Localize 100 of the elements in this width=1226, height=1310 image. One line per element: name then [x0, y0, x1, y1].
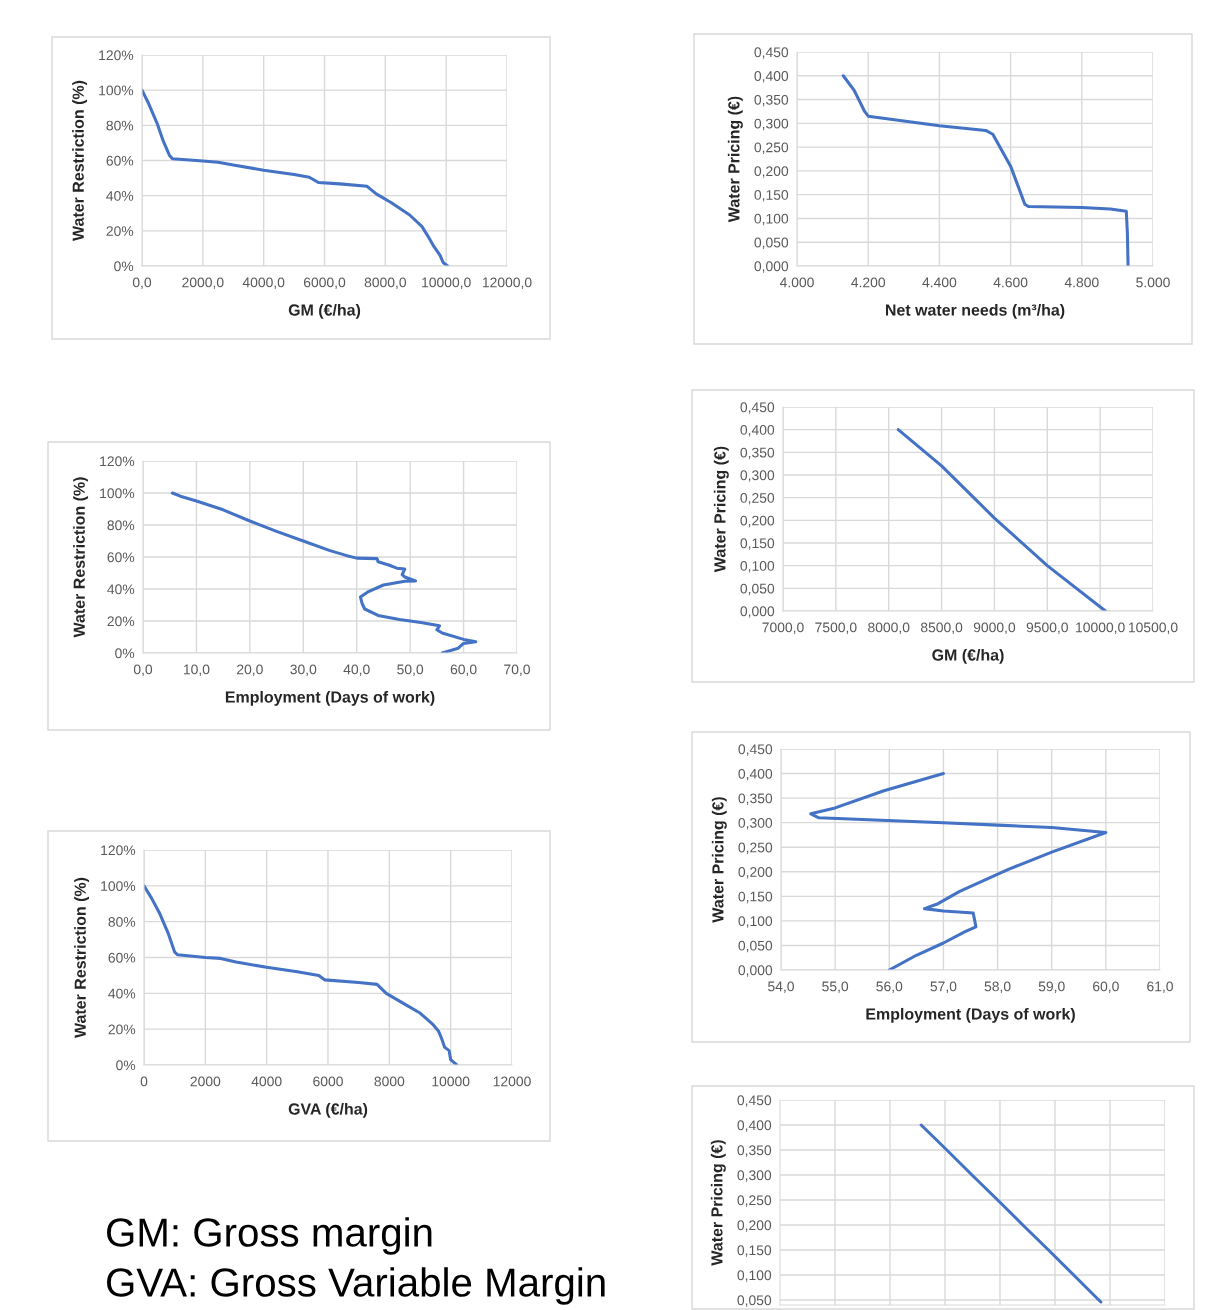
x-tick-label: 8500,0 — [920, 622, 963, 634]
x-tick-label: 9500,0 — [1026, 622, 1068, 634]
x-axis-title: Employment (Days of work) — [225, 690, 435, 706]
x-tick-label: 4.000 — [779, 277, 814, 288]
x-axis-title: GM (€/ha) — [932, 648, 1004, 664]
y-tick-label: 0,100 — [737, 1270, 772, 1282]
y-tick-label: 0,250 — [737, 1195, 772, 1207]
x-tick-label: 7500,0 — [815, 622, 857, 634]
y-tick-label: 60% — [108, 952, 136, 963]
x-tick-label: 4000,0 — [242, 277, 285, 289]
x-tick-label: 54,0 — [768, 981, 794, 993]
x-tick-label: 10000,0 — [422, 277, 471, 289]
text: GM: Gross margin — [107, 1217, 432, 1255]
x-tick-label: 12000 — [493, 1076, 531, 1087]
line-series — [841, 74, 1130, 266]
y-tick-label: 0,100 — [738, 916, 773, 928]
y-tick-label: 60% — [106, 155, 134, 166]
x-tick-label: 60,0 — [1093, 981, 1119, 993]
x-tick-label: 60,0 — [450, 664, 477, 676]
x-tick-label: 4.400 — [922, 277, 957, 288]
y-tick-label: 100% — [101, 881, 136, 891]
x-tick-label: 30,0 — [290, 664, 317, 676]
y-tick-label: 0% — [115, 648, 135, 659]
y-tick-label: 0,400 — [737, 1120, 772, 1132]
y-tick-label: 80% — [107, 520, 135, 531]
y-tick-label: 0,300 — [754, 118, 789, 131]
y-tick-label: 0,350 — [740, 447, 775, 460]
x-tick-label: 7000,0 — [762, 622, 804, 634]
y-tick-label: 40% — [108, 988, 136, 999]
x-tick-label: 5.000 — [1136, 277, 1170, 288]
y-axis-title: Water Restriction (%) — [73, 477, 89, 638]
y-tick-label: 0,100 — [754, 213, 789, 226]
text: GVA: Gross Variable Margin — [107, 1267, 605, 1305]
y-axis-title: Water Pricing (€) — [727, 96, 743, 223]
x-tick-label: 6000 — [313, 1076, 343, 1087]
y-tick-label: 120% — [100, 456, 135, 467]
x-tick-label: 20,0 — [237, 664, 263, 676]
y-tick-label: 0,450 — [754, 47, 789, 59]
x-tick-label: 56,0 — [876, 981, 903, 993]
y-tick-label: 120% — [99, 50, 134, 61]
y-tick-label: 0,450 — [737, 1095, 772, 1107]
y-tick-label: 100% — [99, 85, 134, 96]
y-tick-label: 80% — [106, 120, 134, 131]
y-tick-label: 0,250 — [754, 142, 789, 154]
y-tick-label: 0,350 — [738, 793, 773, 805]
x-tick-label: 8000 — [374, 1076, 405, 1087]
x-tick-label: 61,0 — [1147, 981, 1173, 993]
y-tick-label: 0,100 — [740, 561, 775, 573]
x-axis-title: Employment (Days of work) — [866, 1007, 1075, 1023]
x-tick-label: 59,0 — [1038, 981, 1065, 993]
x-tick-label: 70,0 — [504, 664, 530, 676]
y-tick-label: 0,300 — [740, 470, 775, 482]
y-tick-label: 0% — [116, 1060, 136, 1071]
y-tick-label: 0,200 — [754, 166, 789, 178]
x-tick-label: 4.200 — [851, 277, 886, 288]
x-axis-title: GVA (€/ha) — [288, 1102, 368, 1118]
y-tick-label: 0,000 — [738, 965, 773, 977]
x-tick-label: 10000 — [432, 1076, 470, 1087]
y-tick-label: 0,450 — [738, 744, 773, 756]
y-tick-label: 0,400 — [754, 71, 789, 83]
line-series — [919, 1123, 1103, 1304]
line-series — [170, 491, 478, 653]
y-tick-label: 20% — [107, 616, 135, 627]
x-tick-label: 4.600 — [993, 277, 1028, 288]
y-tick-label: 0,300 — [738, 818, 773, 830]
y-tick-label: 60% — [107, 552, 135, 563]
x-tick-label: 6000,0 — [303, 277, 346, 289]
y-tick-label: 0,050 — [740, 583, 775, 596]
x-axis-title: GM (€/ha) — [288, 303, 361, 319]
x-tick-label: 0,0 — [132, 277, 152, 289]
y-tick-label: 0,050 — [737, 1295, 772, 1307]
y-tick-label: 0,200 — [737, 1220, 772, 1232]
x-tick-label: 10,0 — [183, 664, 210, 676]
y-tick-label: 20% — [108, 1024, 136, 1035]
x-tick-label: 9000,0 — [973, 622, 1016, 634]
x-tick-label: 0 — [140, 1076, 148, 1087]
x-tick-label: 12000,0 — [482, 277, 532, 289]
x-tick-label: 8000,0 — [868, 622, 910, 634]
x-tick-label: 40,0 — [343, 664, 370, 676]
y-tick-label: 0,200 — [740, 515, 775, 528]
y-axis-title: Water Pricing (€) — [711, 797, 727, 923]
y-tick-label: 0,250 — [738, 842, 773, 855]
y-tick-label: 0,400 — [738, 768, 773, 781]
x-tick-label: 0,0 — [133, 664, 153, 676]
y-tick-label: 20% — [106, 226, 134, 236]
x-tick-label: 2000,0 — [182, 277, 224, 289]
y-tick-label: 0,050 — [738, 940, 773, 953]
y-axis-title: Water Restriction (%) — [72, 80, 88, 241]
x-axis-title: Net water needs (m³/ha) — [885, 303, 1065, 319]
x-tick-label: 58,0 — [984, 981, 1011, 993]
x-tick-label: 2000 — [190, 1076, 221, 1087]
y-tick-label: 80% — [108, 917, 136, 927]
y-tick-label: 0,250 — [740, 493, 775, 505]
y-tick-label: 0,150 — [737, 1245, 772, 1257]
y-tick-label: 0,350 — [737, 1145, 772, 1157]
y-tick-label: 0,150 — [740, 538, 775, 550]
line-series — [144, 884, 459, 1065]
y-tick-label: 0,150 — [754, 190, 789, 202]
y-tick-label: 0,150 — [738, 891, 773, 904]
y-tick-label: 100% — [100, 488, 135, 499]
